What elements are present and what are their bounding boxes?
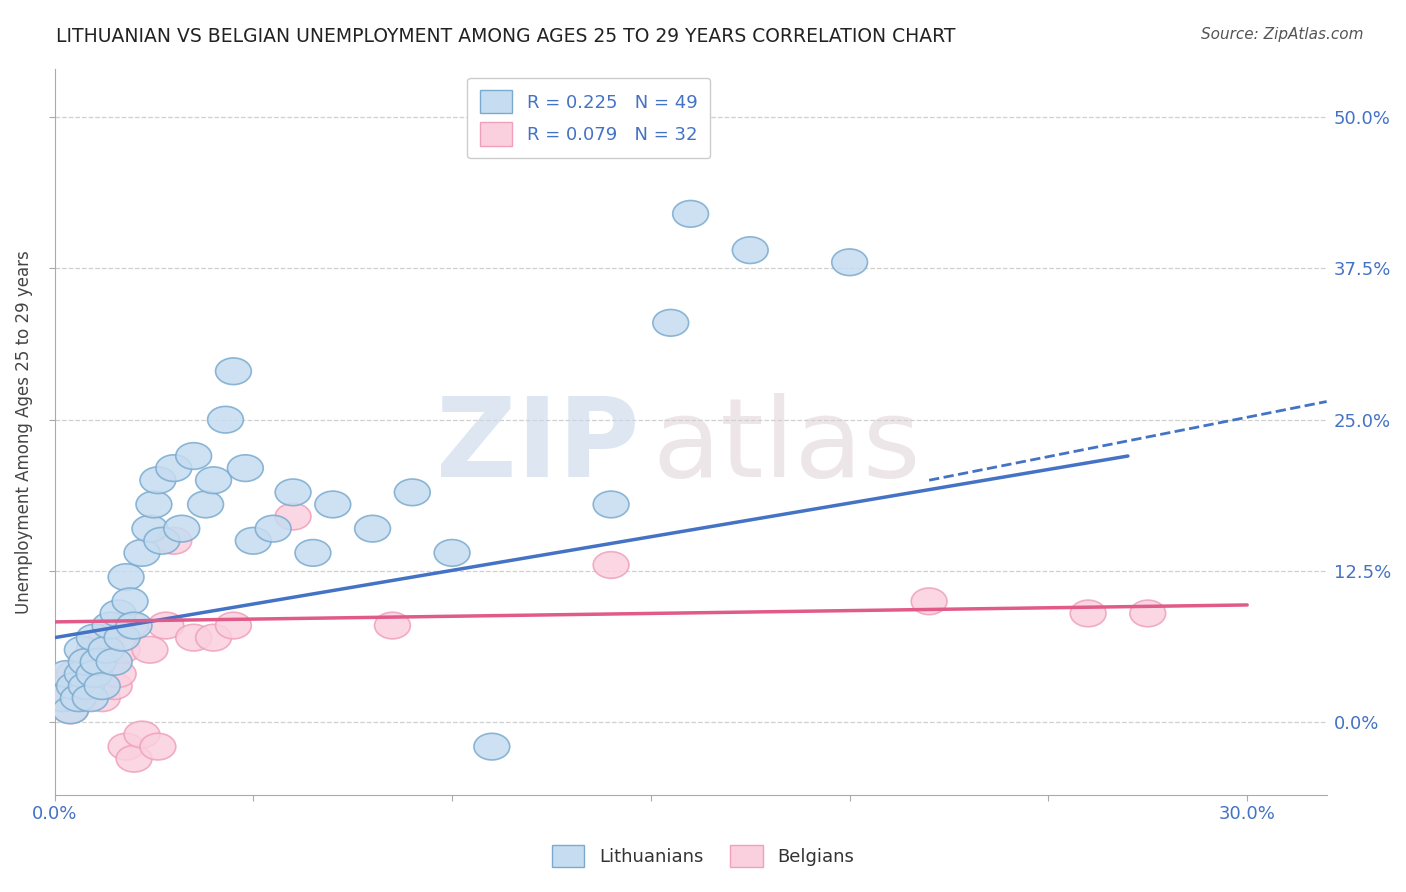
Ellipse shape (65, 661, 100, 688)
Ellipse shape (89, 624, 124, 651)
Ellipse shape (73, 685, 108, 712)
Ellipse shape (104, 624, 141, 651)
Ellipse shape (276, 503, 311, 530)
Ellipse shape (672, 201, 709, 227)
Text: Source: ZipAtlas.com: Source: ZipAtlas.com (1201, 27, 1364, 42)
Ellipse shape (76, 636, 112, 663)
Text: LITHUANIAN VS BELGIAN UNEMPLOYMENT AMONG AGES 25 TO 29 YEARS CORRELATION CHART: LITHUANIAN VS BELGIAN UNEMPLOYMENT AMONG… (56, 27, 956, 45)
Ellipse shape (100, 600, 136, 627)
Ellipse shape (1070, 600, 1107, 627)
Ellipse shape (148, 612, 184, 639)
Text: ZIP: ZIP (436, 392, 640, 500)
Ellipse shape (56, 673, 93, 699)
Ellipse shape (195, 467, 232, 493)
Ellipse shape (93, 648, 128, 675)
Ellipse shape (100, 661, 136, 688)
Ellipse shape (215, 358, 252, 384)
Ellipse shape (56, 661, 93, 688)
Ellipse shape (60, 685, 96, 712)
Ellipse shape (295, 540, 330, 566)
Ellipse shape (354, 516, 391, 542)
Ellipse shape (165, 516, 200, 542)
Ellipse shape (208, 407, 243, 433)
Ellipse shape (93, 612, 128, 639)
Ellipse shape (141, 467, 176, 493)
Ellipse shape (733, 237, 768, 263)
Ellipse shape (176, 624, 211, 651)
Legend: R = 0.225   N = 49, R = 0.079   N = 32: R = 0.225 N = 49, R = 0.079 N = 32 (467, 78, 710, 158)
Ellipse shape (143, 527, 180, 554)
Ellipse shape (195, 624, 232, 651)
Ellipse shape (395, 479, 430, 506)
Ellipse shape (76, 624, 112, 651)
Ellipse shape (49, 661, 84, 688)
Ellipse shape (96, 648, 132, 675)
Ellipse shape (474, 733, 510, 760)
Ellipse shape (45, 685, 80, 712)
Ellipse shape (215, 612, 252, 639)
Ellipse shape (69, 648, 104, 675)
Y-axis label: Unemployment Among Ages 25 to 29 years: Unemployment Among Ages 25 to 29 years (15, 250, 32, 614)
Ellipse shape (117, 746, 152, 772)
Ellipse shape (141, 733, 176, 760)
Ellipse shape (132, 516, 167, 542)
Ellipse shape (76, 661, 112, 688)
Ellipse shape (911, 588, 948, 615)
Ellipse shape (256, 516, 291, 542)
Ellipse shape (108, 733, 143, 760)
Ellipse shape (112, 588, 148, 615)
Ellipse shape (156, 455, 191, 482)
Ellipse shape (112, 612, 148, 639)
Ellipse shape (117, 612, 152, 639)
Ellipse shape (45, 685, 80, 712)
Ellipse shape (124, 722, 160, 747)
Legend: Lithuanians, Belgians: Lithuanians, Belgians (544, 838, 862, 874)
Ellipse shape (136, 491, 172, 517)
Ellipse shape (52, 697, 89, 723)
Ellipse shape (434, 540, 470, 566)
Ellipse shape (65, 636, 100, 663)
Ellipse shape (69, 648, 104, 675)
Ellipse shape (84, 685, 120, 712)
Ellipse shape (89, 636, 124, 663)
Ellipse shape (176, 442, 211, 469)
Ellipse shape (593, 551, 628, 578)
Ellipse shape (832, 249, 868, 276)
Ellipse shape (188, 491, 224, 517)
Ellipse shape (132, 636, 167, 663)
Ellipse shape (124, 540, 160, 566)
Text: atlas: atlas (652, 392, 921, 500)
Ellipse shape (228, 455, 263, 482)
Ellipse shape (235, 527, 271, 554)
Ellipse shape (52, 697, 89, 723)
Ellipse shape (1130, 600, 1166, 627)
Ellipse shape (65, 685, 100, 712)
Ellipse shape (156, 527, 191, 554)
Ellipse shape (108, 564, 143, 591)
Ellipse shape (60, 673, 96, 699)
Ellipse shape (80, 648, 117, 675)
Ellipse shape (276, 479, 311, 506)
Ellipse shape (315, 491, 350, 517)
Ellipse shape (80, 661, 117, 688)
Ellipse shape (374, 612, 411, 639)
Ellipse shape (652, 310, 689, 336)
Ellipse shape (593, 491, 628, 517)
Ellipse shape (84, 673, 120, 699)
Ellipse shape (69, 673, 104, 699)
Ellipse shape (104, 636, 141, 663)
Ellipse shape (96, 673, 132, 699)
Ellipse shape (73, 673, 108, 699)
